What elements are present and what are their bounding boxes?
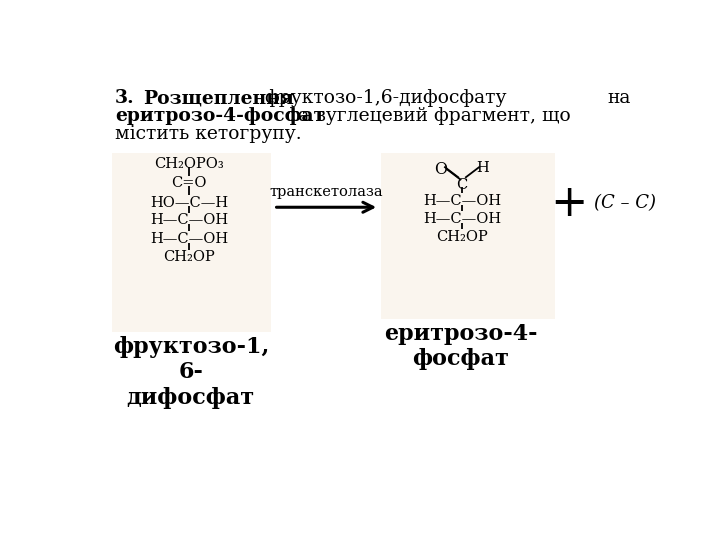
Text: фруктозо-1,
6-
дифосфат: фруктозо-1, 6- дифосфат (112, 336, 269, 409)
Text: C: C (456, 178, 467, 192)
Text: CH₂OP: CH₂OP (436, 230, 488, 244)
Text: еритрозо-4-фосфат: еритрозо-4-фосфат (114, 107, 325, 125)
Text: транскетолаза: транскетолаза (269, 185, 383, 199)
Text: +: + (550, 182, 588, 225)
Bar (381, 153, 555, 319)
Text: CH₂OPO₃: CH₂OPO₃ (154, 157, 224, 171)
Bar (112, 153, 271, 332)
Text: H: H (477, 161, 490, 175)
Text: H—C—OH: H—C—OH (423, 194, 501, 208)
Text: на: на (607, 90, 630, 107)
Text: H—C—OH: H—C—OH (150, 232, 228, 246)
Text: H—C—OH: H—C—OH (423, 212, 501, 226)
Text: 3.: 3. (114, 90, 135, 107)
Text: фруктозо-1,6-дифосфату: фруктозо-1,6-дифосфату (264, 90, 507, 107)
Text: Розщеплення: Розщеплення (143, 90, 294, 107)
Text: HO—C—H: HO—C—H (150, 195, 228, 210)
Text: еритрозо-4-
фосфат: еритрозо-4- фосфат (384, 323, 537, 370)
Text: містить кетогрупу.: містить кетогрупу. (114, 125, 302, 143)
Text: O: O (435, 161, 448, 178)
Text: та вуглецевий фрагмент, що: та вуглецевий фрагмент, що (287, 107, 570, 125)
Text: CH₂OP: CH₂OP (163, 251, 215, 265)
Text: (С – С): (С – С) (594, 194, 656, 212)
Text: H—C—OH: H—C—OH (150, 213, 228, 227)
Text: C=O: C=O (171, 177, 207, 191)
